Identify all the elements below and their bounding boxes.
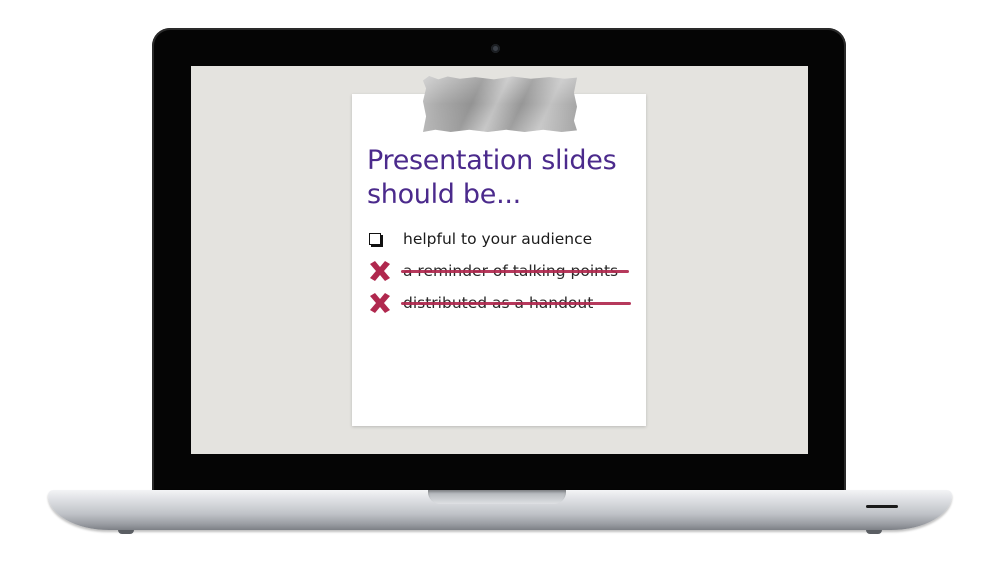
- x-mark-icon: [367, 259, 403, 283]
- strikethrough-line: [401, 302, 631, 305]
- x-mark-icon: [367, 291, 403, 315]
- checkbox-icon: [367, 227, 403, 251]
- laptop-screen: Presentation slides should be... helpful…: [191, 66, 808, 454]
- slide-title: Presentation slides should be...: [367, 144, 647, 212]
- laptop-foot: [118, 530, 134, 534]
- webcam-icon: [491, 44, 500, 53]
- disc-slot: [866, 505, 898, 508]
- list-item: helpful to your audience: [367, 223, 647, 255]
- item-label: helpful to your audience: [403, 230, 593, 248]
- title-line-1: Presentation slides: [367, 145, 617, 176]
- lid-opening-notch: [428, 490, 566, 504]
- checklist: helpful to your audience a reminder of t…: [367, 223, 647, 319]
- strikethrough-line: [401, 270, 629, 273]
- paper-sheet: [352, 94, 646, 426]
- title-line-2: should be...: [367, 179, 521, 210]
- laptop-foot: [866, 530, 882, 534]
- duct-tape-icon: [423, 76, 577, 132]
- list-item: distributed as a handout: [367, 287, 647, 319]
- list-item: a reminder of talking points: [367, 255, 647, 287]
